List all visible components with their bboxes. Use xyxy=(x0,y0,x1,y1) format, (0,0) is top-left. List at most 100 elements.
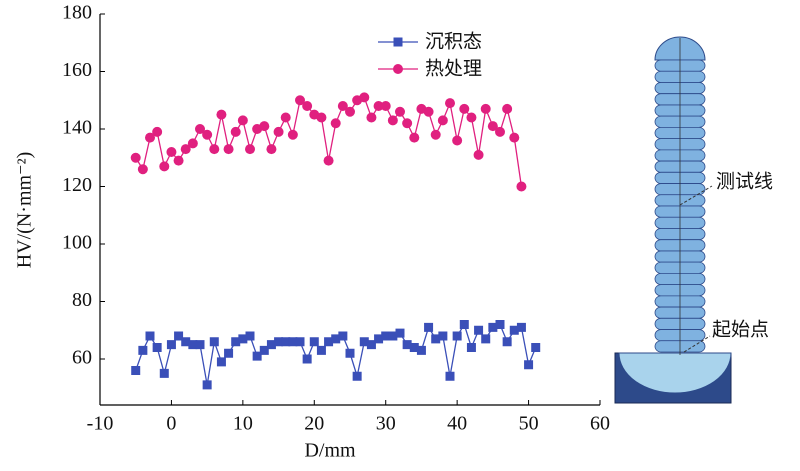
y-tick-label: 140 xyxy=(62,117,92,139)
point xyxy=(259,345,269,355)
x-tick-label: 60 xyxy=(590,413,610,435)
point xyxy=(409,132,420,143)
point xyxy=(438,331,448,341)
annotation: 起始点 xyxy=(712,319,769,341)
point xyxy=(323,155,334,166)
point xyxy=(152,343,162,352)
point xyxy=(295,337,305,347)
point xyxy=(487,121,498,132)
point xyxy=(266,340,276,350)
point xyxy=(138,345,148,355)
point xyxy=(145,331,155,341)
point xyxy=(445,98,455,109)
point xyxy=(259,121,270,132)
point xyxy=(424,322,434,332)
point xyxy=(245,144,255,155)
point xyxy=(252,351,262,361)
x-tick-label: 20 xyxy=(304,413,324,435)
y-tick-label: 180 xyxy=(62,2,92,24)
point xyxy=(152,126,163,137)
point xyxy=(359,92,370,103)
y-tick-label: 60 xyxy=(72,347,92,369)
point xyxy=(388,331,398,341)
point xyxy=(466,112,477,123)
annotation: 测试线 xyxy=(716,171,773,193)
point xyxy=(195,124,205,134)
point xyxy=(430,129,441,140)
legend-label: 热处理 xyxy=(425,58,482,80)
specimen-diagram xyxy=(614,36,732,404)
leader xyxy=(679,185,713,206)
point xyxy=(188,340,198,350)
point xyxy=(238,334,248,344)
point xyxy=(287,129,298,140)
point xyxy=(159,161,170,172)
point xyxy=(374,334,384,344)
y-tick-label: 160 xyxy=(62,59,92,81)
point xyxy=(495,320,505,329)
point xyxy=(366,112,377,123)
point xyxy=(316,345,326,355)
point xyxy=(137,164,148,175)
point xyxy=(459,320,469,329)
point xyxy=(409,343,419,352)
y-tick-label: 100 xyxy=(62,232,92,254)
x-tick-label: 0 xyxy=(166,413,176,435)
y-tick-label: 80 xyxy=(72,289,92,311)
point xyxy=(431,334,441,344)
point xyxy=(373,101,384,111)
point xyxy=(302,354,312,364)
point xyxy=(366,340,376,350)
point xyxy=(288,337,298,347)
point xyxy=(502,337,512,347)
point xyxy=(202,380,212,390)
legend-marker xyxy=(393,37,403,47)
point xyxy=(495,126,505,137)
point xyxy=(466,343,476,352)
x-tick-label: 10 xyxy=(233,413,253,435)
point xyxy=(280,112,291,123)
leader xyxy=(683,335,711,353)
point xyxy=(480,103,491,114)
point xyxy=(381,331,391,341)
legend-marker xyxy=(393,64,403,74)
point xyxy=(345,348,355,358)
point xyxy=(130,152,141,163)
point xyxy=(180,144,191,155)
y-axis-label: HV/(N·mm⁻²) xyxy=(14,152,36,269)
x-tick-label: 40 xyxy=(447,413,467,435)
point xyxy=(345,106,355,117)
point xyxy=(423,106,434,117)
point xyxy=(195,340,205,350)
point xyxy=(509,325,519,335)
x-tick-label: 50 xyxy=(519,413,539,435)
point xyxy=(324,337,334,347)
point xyxy=(266,144,277,155)
point xyxy=(516,181,527,192)
point xyxy=(338,331,348,341)
point xyxy=(331,334,341,344)
x-tick-label: 30 xyxy=(376,413,396,435)
point xyxy=(352,371,362,381)
point xyxy=(295,95,305,106)
point xyxy=(245,331,255,341)
point xyxy=(187,138,198,149)
point xyxy=(131,366,141,375)
melt-zone xyxy=(618,352,732,394)
point xyxy=(224,348,234,358)
point xyxy=(173,155,184,166)
point xyxy=(459,103,470,114)
point xyxy=(395,106,405,117)
point xyxy=(274,337,284,347)
point xyxy=(309,337,319,347)
point xyxy=(223,144,234,155)
point xyxy=(502,103,513,114)
point xyxy=(395,328,405,338)
point xyxy=(509,132,520,143)
point xyxy=(380,101,391,111)
point xyxy=(237,115,248,126)
point xyxy=(209,144,220,155)
point xyxy=(402,118,413,129)
point xyxy=(216,357,226,367)
point xyxy=(402,340,412,350)
